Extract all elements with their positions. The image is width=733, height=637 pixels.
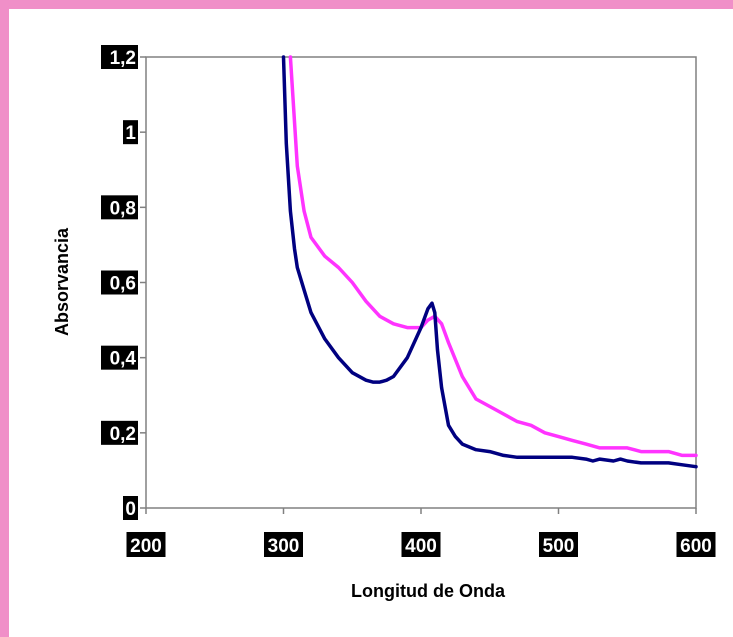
x-tick-label: 600 [680, 536, 712, 557]
x-tick-label-bg [264, 532, 303, 557]
x-tick-label-bg [126, 532, 166, 557]
x-tick-label-bg [401, 532, 441, 557]
y-tick-label-bg [123, 496, 138, 520]
series-line-2 [281, 55, 698, 469]
x-tick-label: 400 [405, 536, 437, 557]
x-tick-label: 300 [268, 536, 300, 557]
y-axis-ticks: 0 0,2 0,4 0,6 0,8 1 1,2 [101, 45, 146, 520]
plot-border [145, 56, 697, 509]
y-tick-label-bg [123, 120, 138, 145]
y-tick-label: 0 [125, 499, 136, 520]
y-tick-label: 0,6 [110, 274, 136, 295]
y-tick-label: 0,8 [110, 198, 136, 219]
y-tick-label-bg [101, 45, 138, 69]
y-axis-title: Absorvancia [52, 227, 72, 336]
plot-area [145, 56, 697, 509]
x-tick-label-bg [539, 532, 578, 557]
x-axis-title: Longitud de Onda [351, 581, 506, 601]
x-tick-label-bg [676, 532, 716, 557]
series-layer [281, 55, 698, 469]
y-tick-label: 0,2 [110, 424, 136, 445]
y-tick-label-bg [101, 345, 138, 370]
x-axis-ticks: 200 300 400 500 600 [126, 508, 716, 557]
y-tick-label: 1 [125, 123, 136, 144]
x-tick-label: 500 [543, 536, 575, 557]
y-tick-label: 0,4 [110, 349, 137, 370]
y-tick-label-bg [101, 420, 138, 445]
y-tick-label-bg [101, 195, 138, 220]
series-line-1 [288, 55, 698, 458]
y-tick-label: 1,2 [110, 48, 136, 69]
y-tick-label-bg [101, 270, 138, 295]
x-tick-label: 200 [130, 536, 162, 557]
